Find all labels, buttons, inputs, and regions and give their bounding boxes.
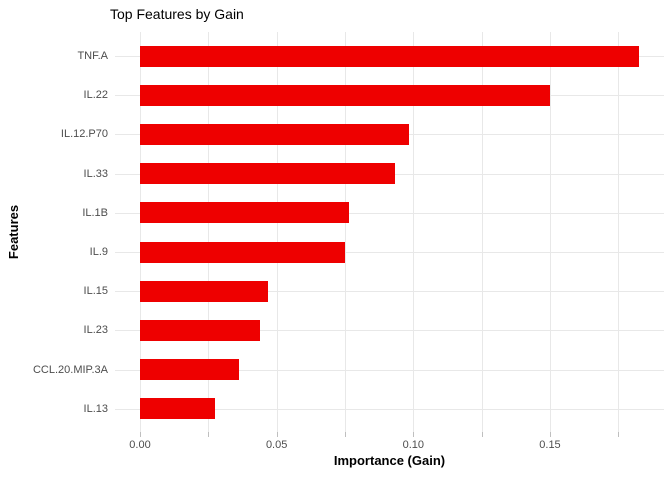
x-tick-major [140,432,141,437]
bar-TNF.A [140,45,639,67]
bar-IL.22 [140,84,550,106]
y-category-label: IL.23 [83,324,108,337]
bar-IL.13 [140,398,215,420]
gridline-x-minor [208,32,210,432]
gridline-y-major [115,330,664,332]
x-tick-minor [481,432,483,437]
gridline-x-minor [481,32,483,432]
gridline-y-major [115,291,664,293]
y-category-label: IL.15 [83,285,108,298]
gridline-x-minor [344,32,346,432]
y-category-label: TNF.A [77,50,108,62]
x-tick-label: 0.10 [402,439,425,451]
x-tick-major [276,432,278,437]
y-category-label: IL.1B [82,206,108,219]
x-tick-minor [618,432,620,437]
x-tick-label: 0.00 [129,439,151,451]
gridline-x-major [413,32,415,432]
x-tick-major [549,432,551,437]
x-tick-label: 0.05 [265,439,288,451]
x-tick-major [413,432,415,437]
gridline-x-minor [618,32,620,432]
bar-IL.33 [140,163,395,185]
gridline-x-major [276,32,278,432]
chart-title: Top Features by Gain [110,6,244,22]
y-category-label: IL.22 [83,89,108,102]
y-category-label: CCL.20.MIP.3A [32,363,108,376]
gridline-x-major [549,32,551,432]
bar-CCL.20.MIP.3A [140,359,240,381]
bar-IL.15 [140,280,268,302]
x-tick-minor [344,432,346,437]
bar-IL.12.P70 [140,123,409,145]
x-tick-label: 0.15 [539,439,561,451]
bar-IL.9 [140,241,345,263]
bar-IL.1B [140,202,350,224]
x-axis-title: Importance (Gain) [333,453,446,468]
y-category-label: IL.33 [83,167,108,180]
y-category-label: IL.9 [89,246,108,258]
y-axis-title: Features [6,204,21,260]
y-category-label: IL.12.P70 [60,128,108,141]
gridline-y-major [115,369,664,371]
gridline-y-major [115,408,664,410]
bar-IL.23 [140,319,260,341]
gridline-y-major [115,252,664,253]
x-tick-minor [208,432,210,437]
gridline-x-major [140,32,141,432]
y-category-label: IL.13 [83,402,108,415]
gridline-y-major [115,212,664,214]
